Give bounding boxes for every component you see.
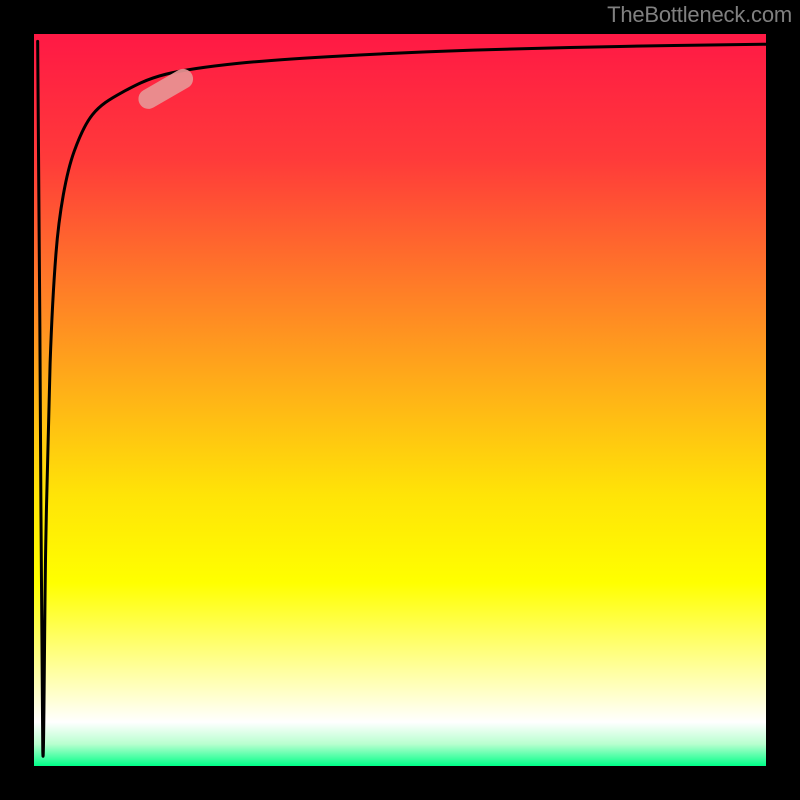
chart-svg: [0, 0, 800, 800]
plot-area: [34, 34, 766, 766]
attribution-text: TheBottleneck.com: [607, 2, 792, 28]
chart-stage: TheBottleneck.com: [0, 0, 800, 800]
